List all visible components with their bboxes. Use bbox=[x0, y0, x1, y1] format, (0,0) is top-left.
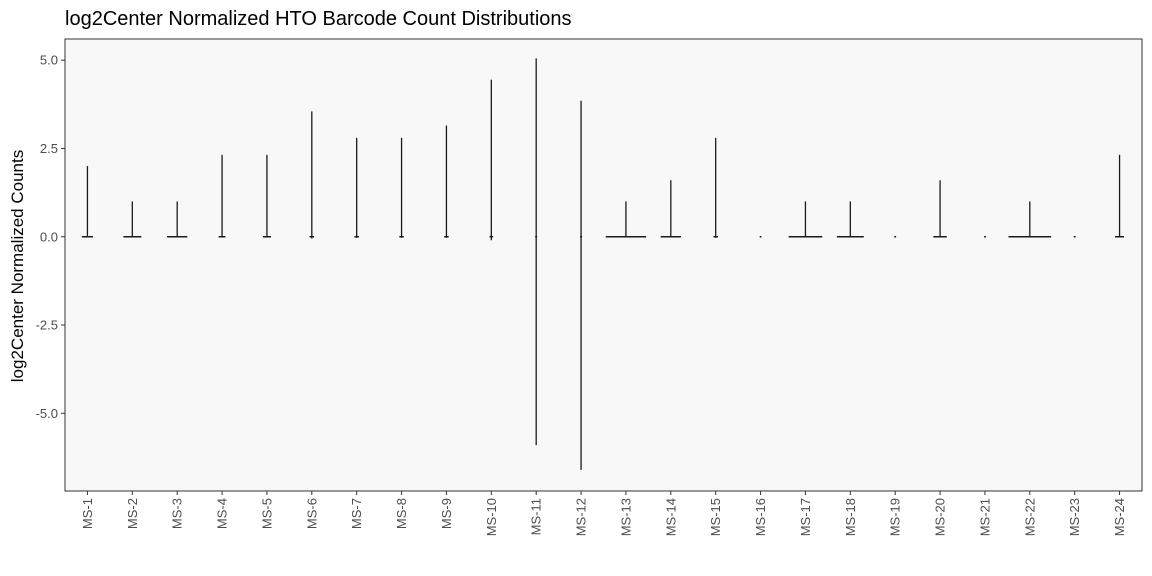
x-tick-label: MS-8 bbox=[394, 498, 409, 529]
y-axis: 5.0 2.5 0.0 -2.5 -5.0 bbox=[36, 53, 65, 421]
plot-panel bbox=[64, 38, 1143, 492]
x-tick-label: MS-6 bbox=[304, 498, 319, 529]
x-tick-label: MS-23 bbox=[1067, 498, 1082, 536]
y-tick-label: 2.5 bbox=[40, 141, 58, 156]
x-axis: MS-1 MS-2 MS-3 MS-4 MS-5 MS-6 MS-7 MS-8 MS-9 MS-1… bbox=[80, 491, 1127, 536]
x-tick-label: MS-17 bbox=[798, 498, 813, 536]
x-tick-label: MS-12 bbox=[574, 498, 589, 536]
violin-ms-1 bbox=[81, 166, 94, 238]
x-tick-label: MS-18 bbox=[843, 498, 858, 536]
x-tick-label: MS-19 bbox=[888, 498, 903, 536]
y-tick-label: -2.5 bbox=[36, 318, 58, 333]
x-tick-label: MS-3 bbox=[170, 498, 185, 529]
violin-ms-22 bbox=[1008, 201, 1052, 238]
violin-ms-11 bbox=[535, 58, 538, 446]
violin-ms-17 bbox=[788, 201, 823, 238]
violin-ms-9 bbox=[444, 125, 449, 238]
x-tick-label: MS-15 bbox=[708, 498, 723, 536]
violin-ms-2 bbox=[123, 201, 142, 238]
x-tick-label: MS-10 bbox=[484, 498, 499, 536]
x-tick-label: MS-5 bbox=[259, 498, 274, 529]
x-tick-label: MS-16 bbox=[753, 498, 768, 536]
violin-ms-6 bbox=[309, 111, 315, 239]
y-tick-label: -5.0 bbox=[36, 406, 58, 421]
violin-ms-15 bbox=[713, 137, 718, 238]
violin-ms-13 bbox=[605, 201, 647, 238]
x-tick-label: MS-22 bbox=[1022, 498, 1037, 536]
violin-ms-20 bbox=[933, 180, 947, 238]
x-tick-label: MS-7 bbox=[349, 498, 364, 529]
x-tick-label: MS-9 bbox=[439, 498, 454, 529]
x-tick-label: MS-11 bbox=[529, 498, 544, 535]
violin-ms-7 bbox=[354, 137, 359, 238]
violin-ms-10 bbox=[489, 79, 494, 241]
violin-ms-24 bbox=[1115, 154, 1125, 238]
violin-ms-5 bbox=[262, 154, 271, 238]
y-tick-label: 5.0 bbox=[40, 53, 58, 68]
violin-ms-12 bbox=[580, 100, 583, 470]
x-tick-label: MS-13 bbox=[618, 498, 633, 536]
violins bbox=[81, 58, 1125, 470]
x-tick-label: MS-24 bbox=[1112, 498, 1127, 536]
x-tick-label: MS-20 bbox=[933, 498, 948, 536]
y-axis-label: log2Center Normalized Counts bbox=[8, 150, 27, 382]
y-tick-label: 0.0 bbox=[40, 229, 58, 244]
x-tick-label: MS-2 bbox=[125, 498, 140, 529]
violin-ms-8 bbox=[399, 137, 404, 238]
violin-ms-4 bbox=[218, 154, 226, 238]
x-tick-label: MS-14 bbox=[663, 498, 678, 536]
x-tick-label: MS-1 bbox=[80, 498, 95, 529]
violin-ms-3 bbox=[167, 201, 188, 238]
violin-ms-18 bbox=[836, 201, 864, 238]
violin-ms-14 bbox=[660, 180, 681, 238]
x-tick-label: MS-21 bbox=[977, 498, 992, 536]
x-tick-label: MS-4 bbox=[215, 498, 230, 529]
chart-title: log2Center Normalized HTO Barcode Count … bbox=[65, 8, 572, 30]
